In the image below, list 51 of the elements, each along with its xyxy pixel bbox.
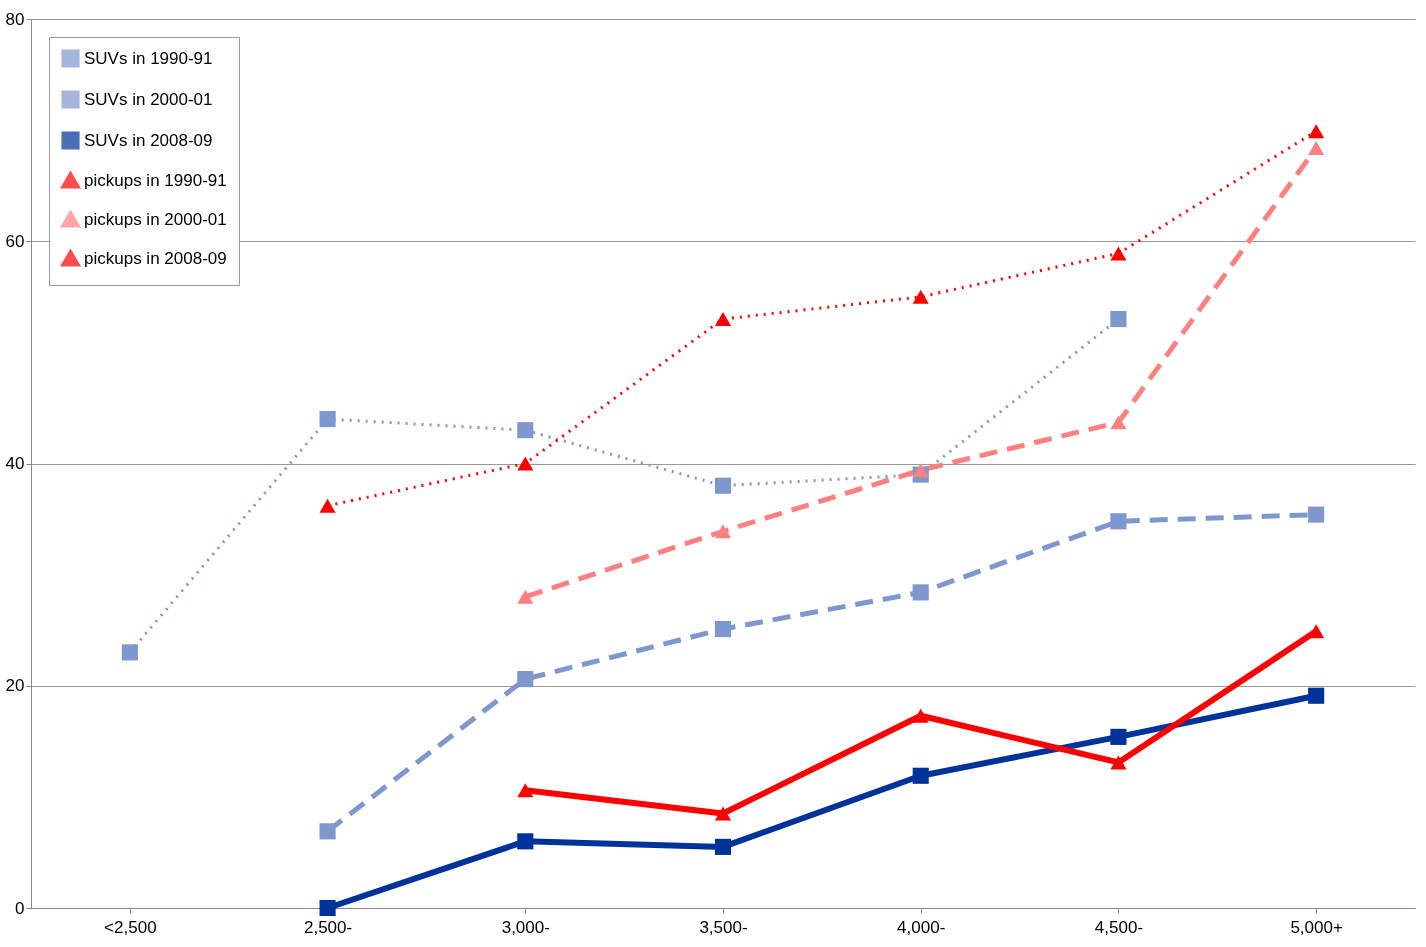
legend-label: SUVs in 2000-01 (84, 89, 213, 109)
point (1308, 687, 1325, 704)
legend-label: SUVs in 1990-91 (84, 48, 213, 68)
point (1308, 124, 1325, 139)
point (912, 767, 929, 784)
point (1110, 310, 1127, 328)
point (912, 289, 929, 304)
point (912, 584, 929, 601)
legend-label: pickups in 1990-91 (84, 170, 227, 190)
point (714, 524, 732, 539)
point (517, 671, 534, 688)
point (1110, 755, 1127, 770)
point (714, 838, 732, 855)
point (517, 456, 534, 471)
legend-label: pickups in 2000-01 (84, 209, 227, 229)
point (1110, 415, 1127, 430)
point (319, 498, 336, 513)
point (714, 312, 732, 327)
point (517, 833, 534, 850)
y-tick-label: 40 (5, 454, 25, 473)
point (714, 621, 732, 638)
x-tick-label: 4,000- (897, 917, 946, 937)
point (1308, 140, 1325, 155)
y-tick-label: 20 (5, 676, 25, 696)
point (319, 899, 336, 917)
point (714, 806, 732, 821)
point (517, 422, 534, 439)
point (1110, 246, 1127, 261)
x-tick-label: 2,500- (303, 917, 353, 937)
point (1308, 624, 1325, 639)
point (912, 708, 929, 723)
y-tick-label: 60 (5, 231, 25, 251)
point (1110, 728, 1127, 745)
point (912, 463, 929, 478)
legend-label: pickups in 2008-09 (84, 248, 227, 268)
x-tick-label: <2,500 (104, 917, 157, 937)
point (319, 410, 336, 428)
point (1110, 513, 1127, 530)
point (1308, 506, 1325, 523)
point (517, 589, 534, 604)
y-tick-label: 0 (15, 898, 25, 918)
y-tick-label: 80 (5, 9, 25, 29)
point (319, 823, 336, 840)
point (714, 477, 732, 494)
x-tick-label: 3,000- (501, 917, 550, 937)
point (517, 783, 534, 798)
legend-label: SUVs in 2008-09 (84, 130, 213, 150)
x-tick-label: 5,000+ (1290, 917, 1343, 937)
point (121, 644, 138, 661)
x-tick-label: 3,500- (699, 917, 748, 937)
x-tick-label: 4,500- (1094, 917, 1144, 937)
